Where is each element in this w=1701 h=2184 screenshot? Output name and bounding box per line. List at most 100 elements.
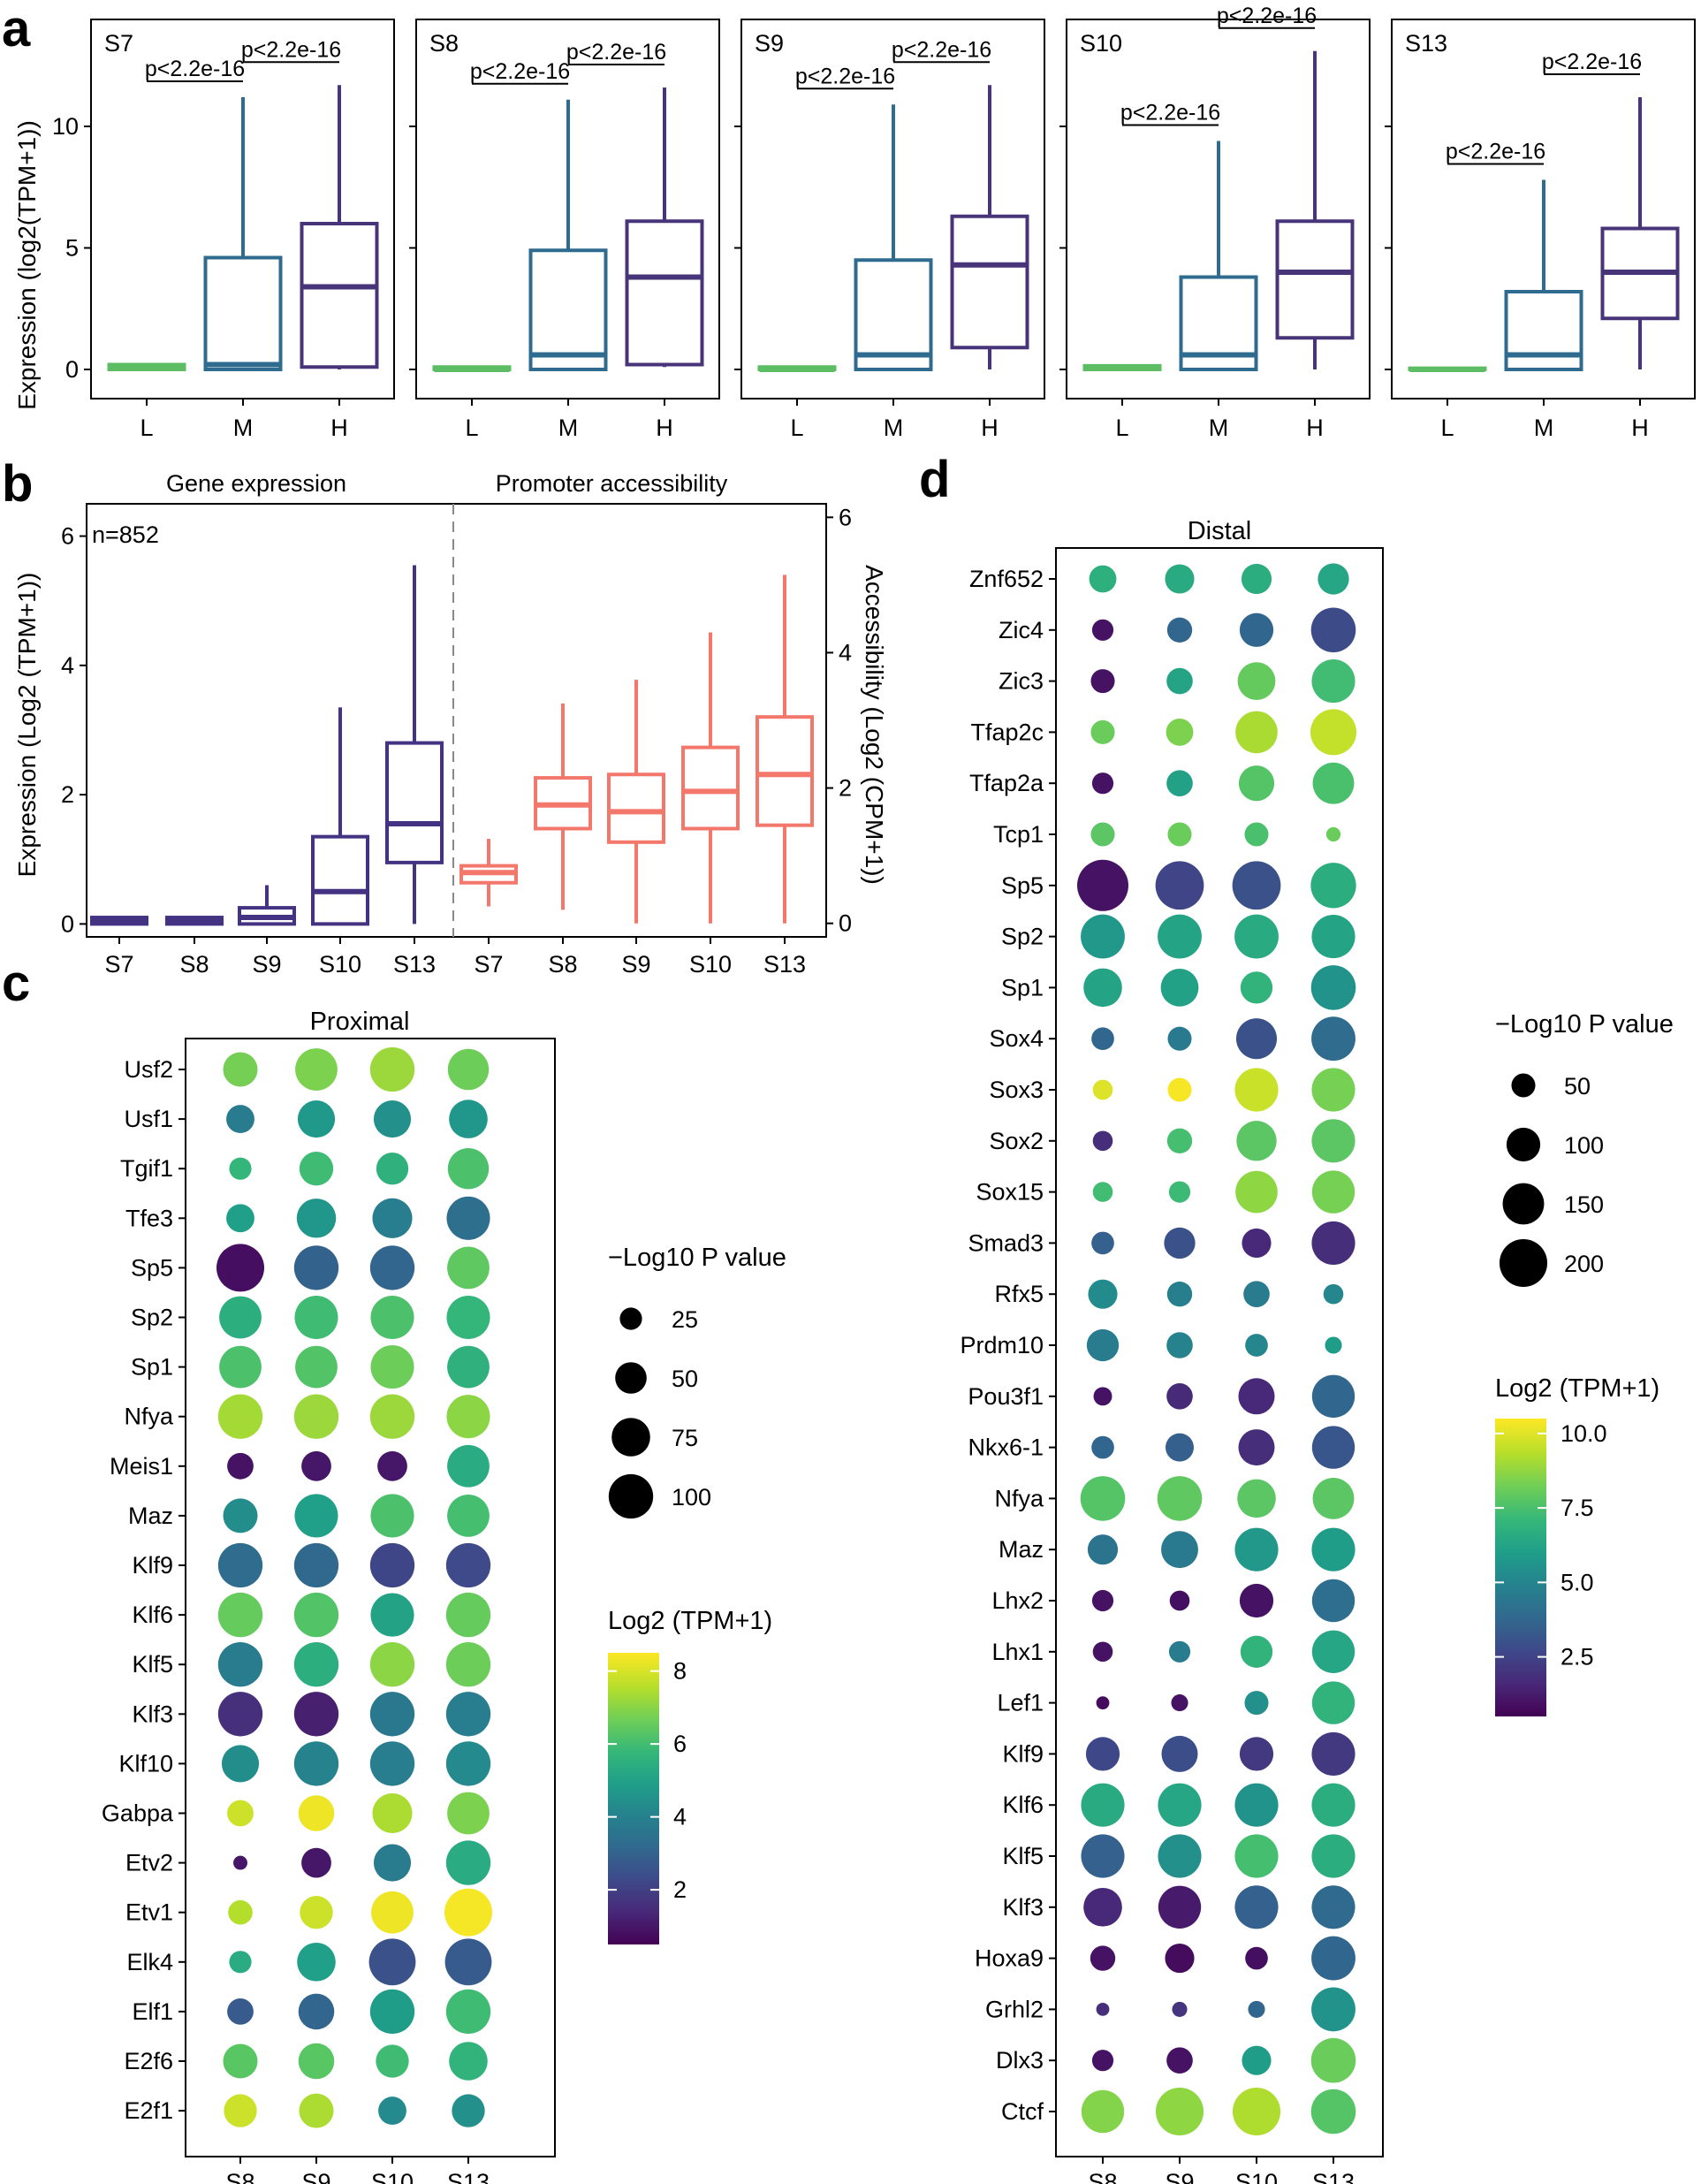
- dot-Nfya-S13: [1312, 1477, 1355, 1519]
- dot-Tfe3-S10: [372, 1198, 413, 1238]
- dot-Elk4-S13: [444, 1938, 492, 1986]
- box-S7-M: [203, 97, 283, 371]
- x-tick-label: M: [558, 415, 579, 441]
- dot-Klf9-S10: [369, 1542, 415, 1588]
- panel-c-title: Proximal: [310, 1008, 410, 1036]
- dot-Rfx5-S10: [1243, 1281, 1270, 1308]
- dot-Klf5-S13: [1311, 1834, 1355, 1878]
- dot-Ctcf-S13: [1310, 2089, 1356, 2135]
- dot-Znf652-S8: [1089, 565, 1117, 593]
- dot-Tfe3-S9: [296, 1199, 337, 1238]
- dot-E2f6-S9: [298, 2043, 335, 2080]
- dot-Tfe3-S13: [446, 1196, 490, 1240]
- dot-Klf5-S8: [1081, 1834, 1125, 1878]
- dot-Tfap2c-S13: [1310, 709, 1357, 756]
- dot-E2f6-S8: [223, 2043, 258, 2079]
- box-expr-S10-box: [311, 834, 369, 926]
- dot-Maz-S9: [1161, 1531, 1198, 1569]
- dot-Etv2-S13: [445, 1840, 491, 1885]
- pvalue-label: p<2.2e-16: [566, 40, 666, 65]
- gene-label: Smad3: [968, 1229, 1044, 1256]
- colorbar-tick-label: 7.5: [1561, 1495, 1594, 1521]
- size-legend-dot: [1506, 1127, 1541, 1162]
- x-tick-label: S7: [474, 951, 503, 978]
- dot-Nfya-S9: [293, 1394, 339, 1439]
- dot-Nfya-S8: [217, 1394, 263, 1439]
- right-y-tick-label: 6: [839, 504, 852, 530]
- box-S8-M-box: [528, 248, 608, 371]
- colorbar: [608, 1653, 659, 1944]
- pvalue-label: p<2.2e-16: [241, 37, 341, 62]
- dot-Klf3-S13: [445, 1692, 491, 1737]
- dot-Smad3-S9: [1164, 1227, 1196, 1259]
- facet-title: S9: [755, 30, 784, 57]
- dot-Zic4-S9: [1166, 617, 1193, 643]
- dot-Sp1-S8: [1083, 968, 1122, 1008]
- gene-label: Tfe3: [125, 1205, 173, 1231]
- dot-Klf6-S9: [1158, 1783, 1202, 1827]
- gene-label: Sp5: [1001, 872, 1044, 899]
- dot-Sp5-S8: [1077, 859, 1128, 911]
- dot-Hoxa9-S9: [1165, 1944, 1195, 1974]
- gene-label: Tfap2a: [969, 770, 1044, 796]
- dot-Etv2-S9: [301, 1847, 331, 1878]
- dot-Sox2-S9: [1166, 1128, 1193, 1153]
- dot-E2f6-S13: [449, 2042, 488, 2081]
- dot-Maz-S9: [294, 1494, 338, 1538]
- colorbar-tick-label: 4: [673, 1804, 687, 1830]
- dot-Elk4-S10: [368, 1938, 416, 1986]
- panel-b-header-left: Gene expression: [166, 470, 346, 497]
- dot-Hoxa9-S10: [1245, 1946, 1268, 1970]
- gene-label: Klf6: [132, 1602, 173, 1628]
- dot-Klf3-S10: [369, 1692, 415, 1737]
- facet-title: S10: [1080, 30, 1122, 57]
- gene-label: Znf652: [969, 566, 1044, 592]
- stage-label: S13: [447, 2169, 490, 2184]
- gene-label: Hoxa9: [975, 1945, 1044, 1972]
- stage-label: S10: [371, 2169, 414, 2184]
- size-legend-dot: [608, 1473, 654, 1519]
- x-tick-label: H: [656, 415, 673, 441]
- gene-label: Klf5: [1002, 1843, 1044, 1869]
- y-tick-label: 5: [65, 235, 79, 262]
- dot-Gabpa-S13: [447, 1792, 490, 1835]
- dot-Rfx5-S13: [1323, 1283, 1344, 1305]
- gene-label: Klf10: [118, 1750, 173, 1777]
- box-acc-S7: [459, 838, 518, 907]
- gene-label: Grhl2: [985, 1996, 1044, 2022]
- dot-Meis1-S10: [377, 1450, 407, 1481]
- dot-Klf6-S13: [445, 1592, 491, 1638]
- gene-label: Tcp1: [993, 821, 1044, 848]
- dot-Maz-S10: [1234, 1527, 1279, 1571]
- gene-label: Klf6: [1002, 1792, 1044, 1818]
- gene-label: Ctcf: [1001, 2098, 1044, 2125]
- box-expr-S13: [385, 565, 444, 925]
- dot-Etv2-S10: [373, 1844, 412, 1882]
- pvalue-label: p<2.2e-16: [1217, 4, 1317, 28]
- dot-Hoxa9-S13: [1311, 1936, 1355, 1981]
- x-tick-label: M: [233, 415, 254, 441]
- dot-Klf5-S9: [1158, 1834, 1202, 1878]
- box-acc-S13-box: [756, 715, 814, 827]
- dot-Lhx2-S8: [1091, 1589, 1114, 1612]
- dot-Grhl2-S13: [1311, 1987, 1355, 2032]
- dot-Klf9-S10: [1239, 1737, 1274, 1771]
- dot-Nkx6-1-S13: [1311, 1426, 1355, 1469]
- x-tick-label: S8: [548, 951, 577, 978]
- x-tick-label: L: [790, 415, 803, 441]
- gene-label: Gabpa: [102, 1800, 174, 1827]
- dot-Lhx1-S8: [1092, 1641, 1113, 1663]
- dot-Grhl2-S10: [1248, 2000, 1265, 2018]
- dot-Sox4-S8: [1091, 1027, 1114, 1051]
- colorbar-tick-label: 8: [673, 1658, 687, 1685]
- dot-Lef1-S9: [1171, 1694, 1188, 1712]
- dot-Klf10-S13: [445, 1741, 491, 1786]
- panel-b-ylabel-left: Expression (Log2 (TPM+1)): [13, 573, 41, 878]
- x-tick-label: H: [981, 415, 999, 441]
- gene-label: Pou3f1: [968, 1383, 1044, 1410]
- dot-Sp1-S8: [219, 1345, 262, 1389]
- dot-E2f1-S13: [452, 2094, 485, 2127]
- dot-Sp2-S8: [1081, 914, 1125, 959]
- dot-Tcp1-S13: [1325, 826, 1341, 842]
- gene-label: Sp1: [131, 1354, 173, 1381]
